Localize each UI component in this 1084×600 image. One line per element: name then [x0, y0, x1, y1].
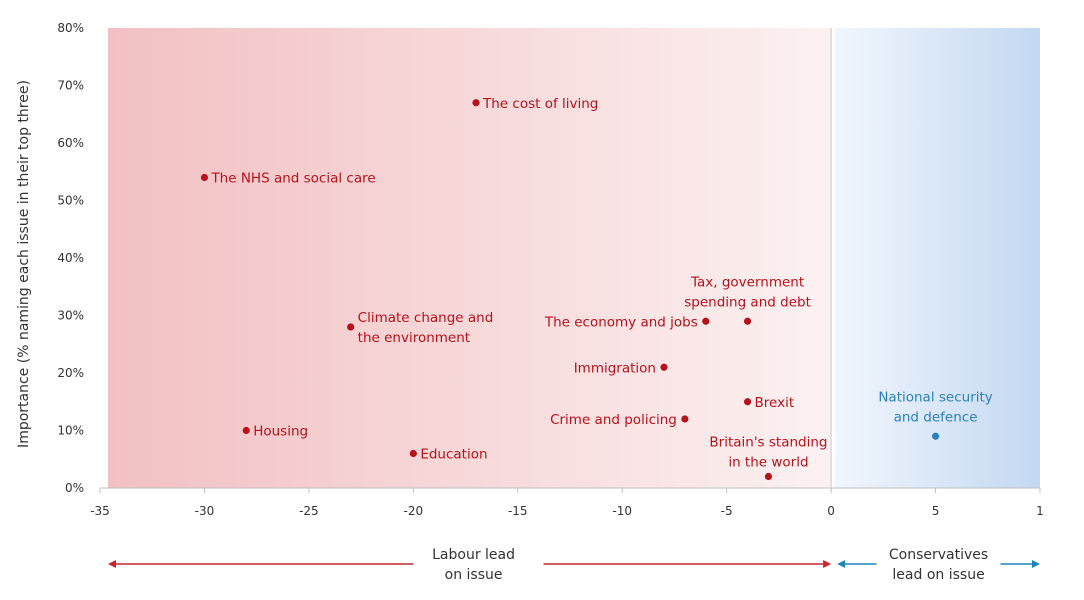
data-point	[702, 317, 710, 325]
x-tick-label: -30	[195, 504, 215, 518]
data-point-label-line: Tax, government	[690, 274, 804, 290]
y-tick-label: 60%	[57, 136, 84, 150]
y-tick-label: 50%	[57, 194, 84, 208]
data-point-label-line: in the world	[728, 455, 808, 471]
y-tick-label: 70%	[57, 79, 84, 93]
conservative-lead-label-line: lead on issue	[892, 567, 984, 583]
data-point-label-line: Education	[420, 447, 487, 463]
data-point-label: Tax, government spending and debt	[684, 274, 811, 310]
x-tick-label: -20	[404, 504, 424, 518]
y-tick-label: 20%	[57, 366, 84, 380]
data-point-label-line: The economy and jobs	[544, 314, 698, 330]
data-point-label-line: The cost of living	[482, 96, 598, 112]
x-tick-label: -35	[90, 504, 110, 518]
x-tick-label: 5	[932, 504, 940, 518]
data-point-label-line: The NHS and social care	[210, 171, 375, 187]
x-tick-label: -10	[612, 504, 632, 518]
data-point-label-line: spending and debt	[684, 294, 811, 310]
y-axis-title: Importance (% naming each issue in their…	[16, 80, 32, 448]
data-point	[472, 99, 480, 107]
data-point-label-line: Housing	[253, 424, 308, 440]
data-point-label: Crime and policing	[550, 412, 677, 428]
y-tick-label: 80%	[57, 21, 84, 35]
y-tick-label: 30%	[57, 309, 84, 323]
data-point	[409, 449, 417, 458]
x-tick-label: 1	[1036, 504, 1044, 518]
data-point-label-line: Crime and policing	[550, 412, 677, 428]
data-point-label: Britain's standing in the world	[709, 435, 827, 471]
data-point-label: Immigration	[574, 360, 656, 376]
conservative-arrow-left-head	[837, 560, 846, 568]
data-point	[931, 432, 940, 440]
conservative-lead-region	[835, 28, 1040, 488]
data-point-label-line: National security	[878, 389, 992, 405]
data-point	[743, 398, 752, 406]
labour-lead-label-line: Labour lead	[432, 547, 515, 563]
data-point-label: The economy and jobs	[544, 314, 698, 330]
data-point-label-line: the environment	[358, 330, 470, 346]
data-point	[242, 426, 250, 435]
data-point-label: Climate change and the environment	[358, 310, 494, 346]
y-tick-label: 0%	[65, 481, 84, 495]
data-point-label-line: Immigration	[574, 360, 656, 376]
labour-arrow-right-head	[823, 560, 832, 568]
data-point-label-line: Britain's standing	[709, 435, 827, 451]
conservative-lead-label: Conservatives lead on issue	[889, 547, 988, 583]
x-tick-label: -25	[299, 504, 319, 518]
y-tick-label: 10%	[57, 424, 84, 438]
x-tick-label: -15	[508, 504, 528, 518]
data-point-label: Brexit	[755, 395, 795, 411]
data-point-label-line: Brexit	[755, 395, 795, 411]
data-point	[347, 323, 355, 331]
data-point	[743, 317, 752, 325]
data-point-label: National security and defence	[878, 389, 992, 425]
data-point-label: The NHS and social care	[210, 171, 375, 187]
data-point-label-line: and defence	[894, 409, 978, 425]
data-point-label: The cost of living	[482, 96, 598, 112]
data-point-label: Housing	[253, 424, 308, 440]
data-point-label-line: Climate change and	[358, 310, 494, 326]
conservative-lead-label-line: Conservatives	[889, 547, 988, 563]
data-point	[200, 173, 209, 182]
x-tick-label: -5	[721, 504, 733, 518]
data-point	[660, 363, 668, 371]
labour-lead-label-line: on issue	[445, 567, 503, 583]
data-point	[764, 472, 773, 481]
labour-lead-region	[108, 28, 832, 488]
labour-arrow-left-head	[108, 560, 116, 568]
labour-lead-label: Labour lead on issue	[432, 547, 515, 583]
conservative-arrow-right-head	[1032, 560, 1040, 568]
x-tick-label: 0	[827, 504, 835, 518]
y-tick-label: 40%	[57, 251, 84, 265]
data-point	[681, 415, 689, 423]
data-point-label: Education	[420, 447, 487, 463]
